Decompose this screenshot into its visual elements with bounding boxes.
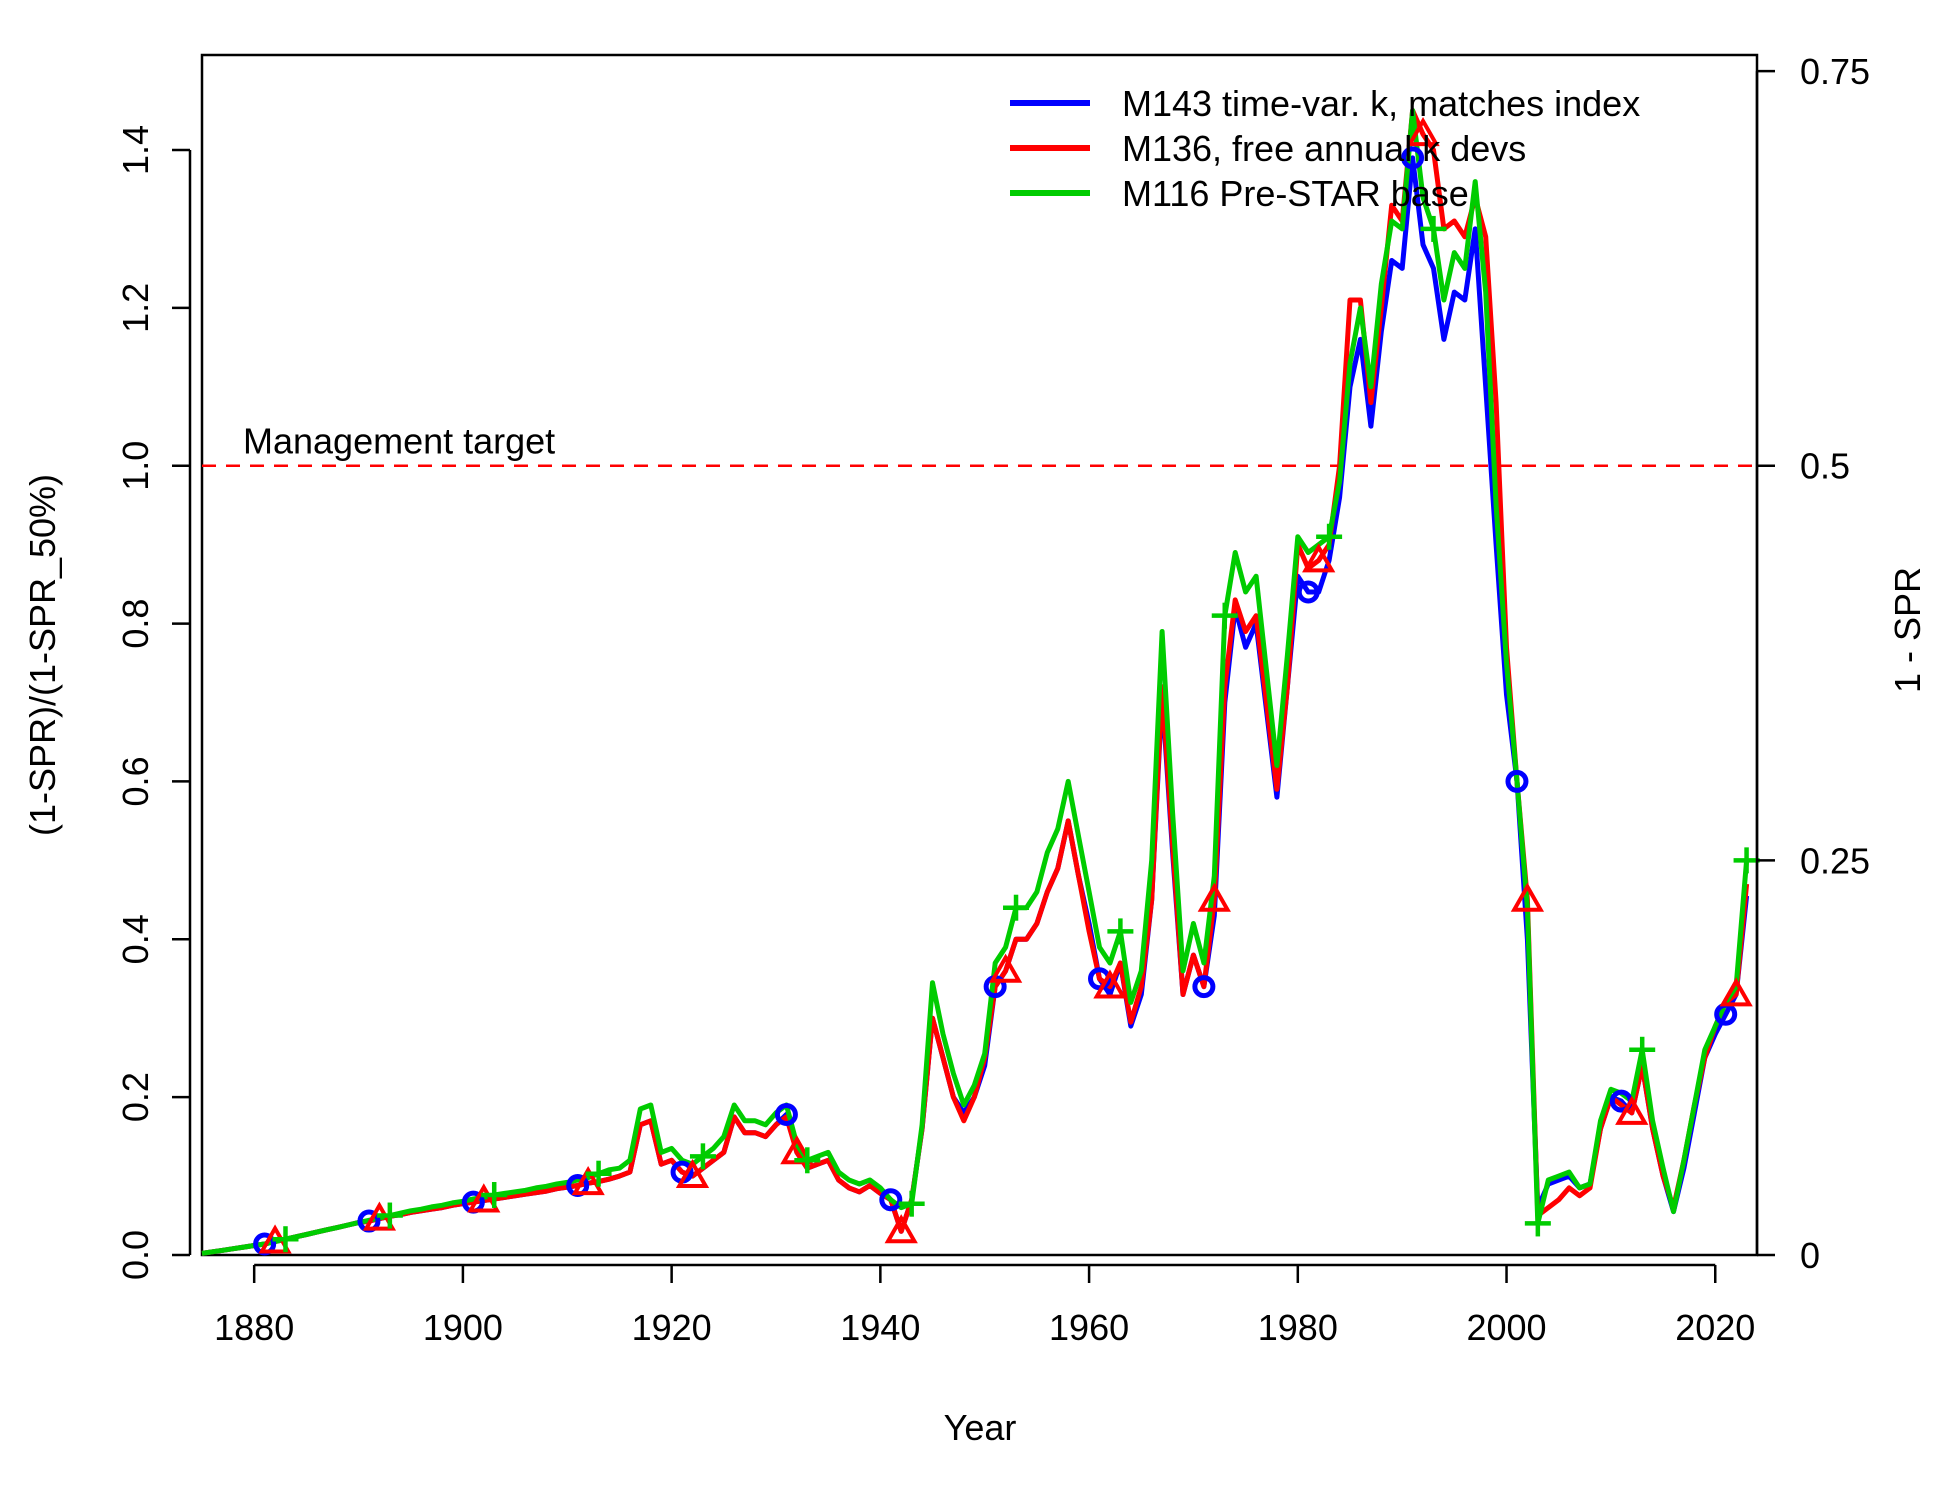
data-point-triangle xyxy=(1406,116,1440,147)
x-tick-label: 1980 xyxy=(1258,1307,1338,1348)
y-tick-label: 0.2 xyxy=(115,1072,156,1122)
data-point-plus xyxy=(1733,847,1760,874)
series-line-3 xyxy=(201,108,1750,1256)
y-axis-title: (1-SPR)/(1-SPR_50%) xyxy=(22,474,63,836)
y2-tick-label: 0 xyxy=(1800,1235,1820,1276)
data-point-plus xyxy=(1316,523,1343,550)
data-point-triangle xyxy=(884,1214,918,1244)
data-point-circle xyxy=(1296,580,1320,604)
data-point-plus xyxy=(1629,1036,1656,1063)
x-tick-label: 1940 xyxy=(840,1307,920,1348)
axes: 1880 1900 1920 1940 1960 1980 2000 2020 0.0 0.2 0.… xyxy=(115,51,1870,1348)
data-point-triangle xyxy=(675,1158,710,1188)
x-axis-title: Year xyxy=(944,1407,1017,1448)
y2-tick-label: 0.25 xyxy=(1800,840,1870,881)
data-point-plus xyxy=(585,1160,612,1187)
series-lines xyxy=(201,108,1750,1256)
y-tick-label: 1.2 xyxy=(115,283,156,333)
data-point-triangle xyxy=(1719,977,1753,1007)
x-tick-label: 2000 xyxy=(1466,1307,1546,1348)
x-tick-label: 2020 xyxy=(1675,1307,1755,1348)
data-point-plus xyxy=(1107,918,1134,945)
y-tick-label: 1.4 xyxy=(115,125,156,175)
legend-label-1: M143 time-var. k, matches index xyxy=(1122,83,1640,124)
data-point-plus xyxy=(1003,894,1030,921)
legend-label-3: M116 Pre-STAR base xyxy=(1122,173,1469,214)
data-point-circle xyxy=(1505,769,1529,793)
x-tick-label: 1960 xyxy=(1049,1307,1129,1348)
data-point-triangle xyxy=(1093,969,1127,999)
y-tick-label: 1.0 xyxy=(115,441,156,491)
data-point-circle xyxy=(879,1188,903,1212)
series-markers xyxy=(253,116,1760,1256)
y2-tick-label: 0.75 xyxy=(1800,51,1870,92)
data-point-triangle xyxy=(1197,882,1231,912)
x-tick-label: 1880 xyxy=(214,1307,294,1348)
management-target-label: Management target xyxy=(243,421,555,462)
data-point-plus xyxy=(1211,602,1238,629)
data-point-triangle xyxy=(1615,1095,1649,1125)
legend-label-2: M136, free annual k devs xyxy=(1122,128,1526,169)
y2-axis-title: 1 - SPR xyxy=(1887,567,1928,693)
data-point-plus xyxy=(794,1147,821,1174)
y-tick-label: 0.6 xyxy=(115,756,156,806)
data-point-triangle xyxy=(467,1183,501,1213)
data-point-plus xyxy=(898,1190,925,1217)
y-tick-label: 0.0 xyxy=(115,1230,156,1280)
data-point-triangle xyxy=(988,953,1023,983)
data-point-triangle xyxy=(1302,543,1336,573)
data-point-triangle xyxy=(571,1165,605,1196)
y-tick-label: 0.4 xyxy=(115,914,156,964)
x-tick-label: 1920 xyxy=(632,1307,712,1348)
data-point-triangle xyxy=(1510,882,1545,912)
data-point-plus xyxy=(272,1226,299,1253)
data-point-circle xyxy=(1192,975,1216,999)
data-point-circle xyxy=(1401,146,1425,170)
data-point-plus xyxy=(1524,1210,1551,1237)
data-point-plus xyxy=(376,1202,403,1229)
data-point-circle xyxy=(774,1103,798,1127)
y2-tick-label: 0.5 xyxy=(1800,446,1850,487)
data-point-plus xyxy=(481,1182,508,1209)
data-point-plus xyxy=(689,1143,716,1170)
data-point-plus xyxy=(1420,215,1447,242)
y-tick-label: 0.8 xyxy=(115,599,156,649)
x-tick-label: 1900 xyxy=(423,1307,503,1348)
